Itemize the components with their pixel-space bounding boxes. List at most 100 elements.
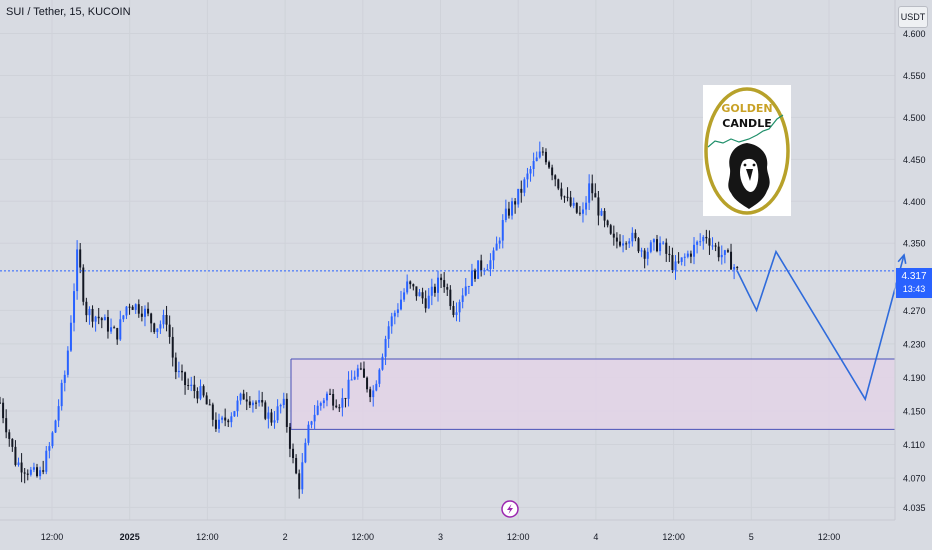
candle-body: [637, 238, 640, 252]
candle-body: [165, 315, 168, 325]
candle-body: [245, 399, 248, 402]
demand-zone[interactable]: [291, 358, 895, 430]
candle-body: [285, 398, 288, 427]
candle-body: [680, 257, 683, 262]
candle-body: [248, 401, 251, 406]
candle-body: [2, 402, 5, 419]
candle-body: [514, 201, 517, 205]
y-tick-label: 4.035: [903, 503, 926, 513]
golden-candle-logo: GOLDEN CANDLE: [703, 85, 791, 216]
last-price-value: 4.317: [901, 271, 927, 282]
candle-body: [649, 242, 652, 252]
candle-body: [437, 277, 440, 293]
candle-body: [393, 312, 396, 317]
candle-body: [646, 251, 649, 259]
candle-body: [618, 241, 621, 246]
candle-body: [251, 402, 254, 406]
candle-body: [529, 169, 532, 174]
candle-body: [381, 356, 384, 370]
candle-body: [48, 446, 51, 451]
candle-body: [362, 368, 365, 378]
candle-body: [474, 270, 477, 279]
candle-body: [218, 419, 221, 429]
y-tick-label: 4.230: [903, 339, 926, 349]
candle-body: [184, 372, 187, 386]
candle-body: [73, 291, 76, 323]
candle-body: [325, 393, 328, 401]
candle-body: [625, 243, 628, 245]
candle-body: [85, 301, 88, 316]
candle-body: [310, 421, 313, 425]
candle-body: [180, 370, 183, 373]
candle-body: [671, 255, 674, 271]
candle-body: [702, 236, 705, 242]
candle-body: [418, 292, 421, 297]
candle-body: [449, 289, 452, 307]
candle-body: [557, 179, 560, 189]
candle-body: [227, 420, 230, 423]
candle-body: [665, 242, 668, 254]
candle-body: [656, 239, 659, 252]
candle-body: [730, 251, 733, 270]
candle-body: [36, 467, 39, 477]
logo-mini-chart: [707, 114, 784, 148]
candle-body: [341, 397, 344, 408]
candle-body: [208, 404, 211, 406]
candle-body: [723, 250, 726, 255]
candle-body: [79, 249, 82, 268]
candle-body: [409, 281, 412, 285]
candle-body: [720, 254, 723, 258]
x-tick-label: 12:00: [507, 532, 530, 542]
candle-body: [588, 183, 591, 203]
candle-body: [548, 162, 551, 168]
candle-body: [396, 309, 399, 313]
candle-body: [131, 306, 134, 310]
candle-body: [470, 270, 473, 287]
candle-body: [412, 284, 415, 287]
candle-body: [501, 220, 504, 241]
candle-body: [458, 301, 461, 313]
candle-body: [39, 470, 42, 477]
x-tick-label: 12:00: [662, 532, 685, 542]
candle-body: [236, 400, 239, 412]
candle-body: [603, 210, 606, 221]
candle-body: [585, 202, 588, 210]
projection-path[interactable]: [736, 249, 905, 402]
candle-body: [304, 442, 307, 463]
candle-body: [477, 260, 480, 279]
candle-body: [446, 287, 449, 290]
lightning-icon[interactable]: [501, 500, 519, 518]
candle-body: [563, 196, 566, 198]
x-tick-label: 12:00: [196, 532, 219, 542]
candle-body: [60, 382, 63, 407]
candle-body: [224, 417, 227, 421]
candle-body: [171, 336, 174, 358]
candle-body: [594, 193, 597, 198]
candle-body: [736, 267, 739, 269]
candle-body: [273, 420, 276, 423]
candle-body: [76, 249, 79, 292]
candle-body: [319, 403, 322, 406]
symbol-title[interactable]: SUI / Tether, 15, KUCOIN: [6, 6, 131, 18]
candle-body: [372, 390, 375, 398]
candle-body: [42, 470, 45, 472]
candle-body: [575, 202, 578, 213]
candle-body: [399, 299, 402, 310]
candle-body: [26, 473, 29, 475]
candle-body: [221, 417, 224, 420]
candle-body: [554, 175, 557, 180]
candle-body: [597, 197, 600, 216]
candle-body: [199, 386, 202, 399]
candle-body: [338, 407, 341, 409]
candle-body: [301, 462, 304, 490]
candle-body: [535, 157, 538, 161]
candle-body: [103, 317, 106, 321]
candle-body: [699, 241, 702, 243]
candle-body: [612, 233, 615, 238]
currency-button[interactable]: USDT: [898, 6, 928, 28]
candle-body: [322, 400, 325, 404]
x-tick-label: 3: [438, 532, 443, 542]
y-tick-label: 4.550: [903, 71, 926, 81]
candle-body: [520, 188, 523, 193]
